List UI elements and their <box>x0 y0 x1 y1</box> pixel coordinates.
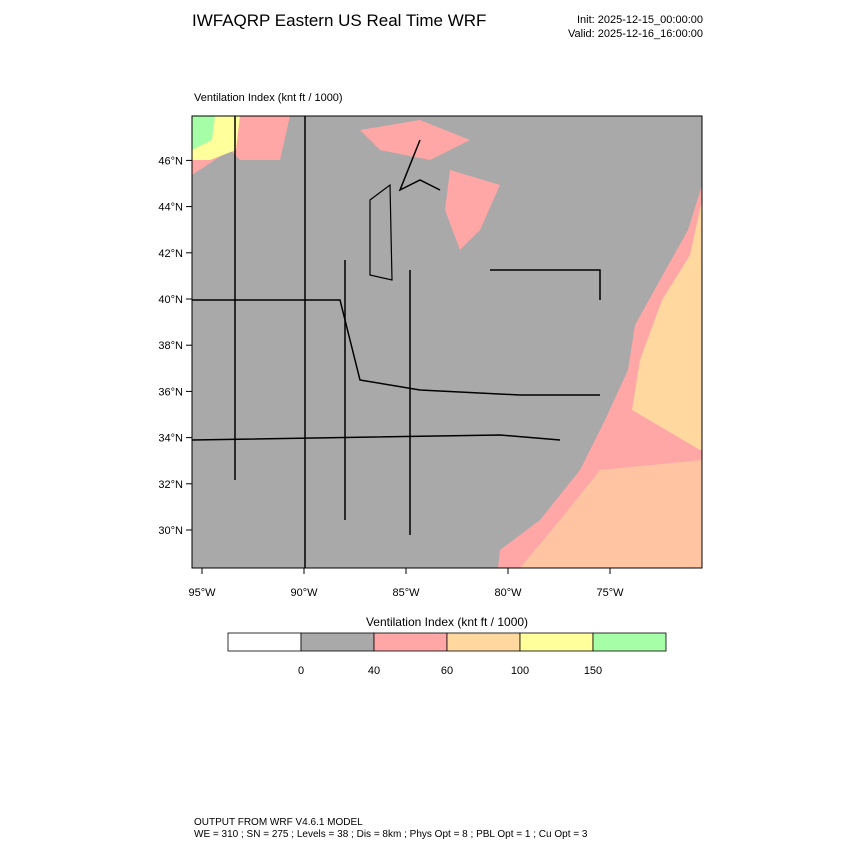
colorbar-box <box>227 632 302 652</box>
init-time: Init: 2025-12-15_00:00:00 <box>577 14 703 26</box>
lake-michigan <box>369 183 393 281</box>
title: IWFAQRP Eastern US Real Time WRF <box>192 11 486 30</box>
field-orange <box>520 460 702 568</box>
field-pink <box>360 120 470 160</box>
lat-label: 36°N <box>158 386 183 398</box>
field-pink <box>445 170 500 250</box>
lon-label: 85°W <box>392 587 420 599</box>
lat-label: 44°N <box>158 202 183 214</box>
colorbar-label: 150 <box>584 665 602 677</box>
colorbar-box <box>592 632 667 652</box>
map-frame <box>191 115 703 569</box>
state-borders <box>191 116 601 568</box>
field-orange <box>632 200 702 450</box>
lon-label: 80°W <box>494 587 522 599</box>
lat-label: 40°N <box>158 294 183 306</box>
lon-label: 95°W <box>188 587 216 599</box>
colorbar-box <box>519 632 594 652</box>
map-label: Ventilation Index (knt ft / 1000) <box>194 92 343 104</box>
lat-label: 32°N <box>158 479 183 491</box>
lat-label: 34°N <box>158 433 183 445</box>
valid-time: Valid: 2025-12-16_16:00:00 <box>568 28 703 40</box>
colorbar-title: Ventilation Index (knt ft / 1000) <box>366 615 528 629</box>
colorbar-box <box>373 632 448 652</box>
colorbar-label: 60 <box>441 665 453 677</box>
colorbar-label: 100 <box>511 665 529 677</box>
lat-label: 46°N <box>158 155 183 167</box>
colorbar-box <box>300 632 375 652</box>
colorbar-box <box>446 632 521 652</box>
footer-line: WE = 310 ; SN = 275 ; Levels = 38 ; Dis … <box>194 829 588 840</box>
colorbar-label: 40 <box>368 665 380 677</box>
lon-label: 90°W <box>290 587 318 599</box>
field-green <box>192 116 215 150</box>
lat-label: 38°N <box>158 340 183 352</box>
colorbar-label: 0 <box>298 665 304 677</box>
lon-label: 75°W <box>596 587 624 599</box>
lat-label: 30°N <box>158 525 183 537</box>
map <box>191 115 703 569</box>
lat-label: 42°N <box>158 248 183 260</box>
footer-line: OUTPUT FROM WRF V4.6.1 MODEL <box>194 817 363 828</box>
